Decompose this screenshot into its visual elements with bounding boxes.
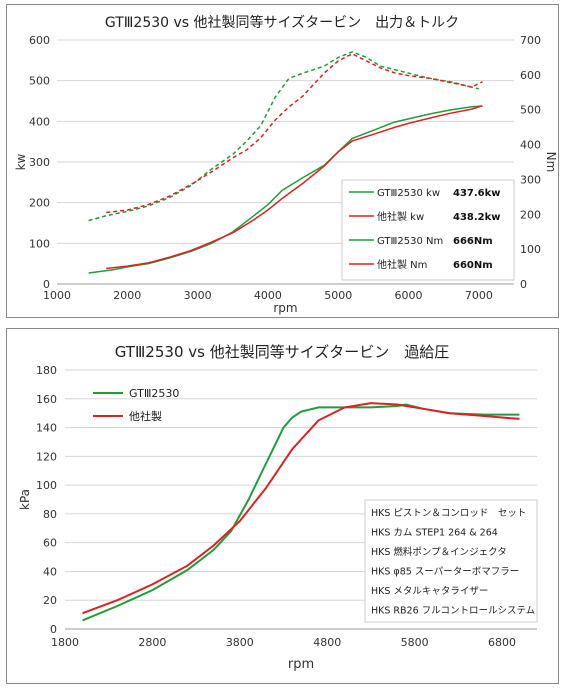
y-tick-label: 300 — [29, 156, 50, 169]
x-tick-label: 7000 — [465, 289, 493, 302]
power-torque-chart: GTⅢ2530 vs 他社製同等サイズタービン 出力＆トルク 0 100 200 300… — [14, 14, 558, 315]
chart-title: GTⅢ2530 vs 他社製同等サイズタービン 過給圧 — [115, 343, 450, 361]
x-tick-label: 4800 — [313, 636, 341, 649]
y-tick-label: 100 — [29, 237, 50, 250]
legend-entry: 他社製 kw — [377, 210, 424, 223]
x-tick-label: 3000 — [184, 289, 212, 302]
x-axis-label: rpm — [288, 657, 314, 672]
legend-value: 660Nm — [453, 260, 493, 271]
chart-title: GTⅢ2530 vs 他社製同等サイズタービン 出力＆トルク — [105, 14, 459, 31]
y2-tick-label: 400 — [520, 139, 541, 152]
legend: GTⅢ2530 他社製 — [93, 387, 179, 423]
x-tick-label: 6800 — [488, 636, 516, 649]
x-tick-label: 5800 — [401, 636, 429, 649]
x-tick-label: 5000 — [324, 289, 352, 302]
y-tick-label: 0 — [50, 623, 57, 636]
y-tick-label: 20 — [43, 594, 57, 607]
y2-tick-label: 700 — [520, 34, 541, 47]
boost-pressure-chart-panel: GTⅢ2530 vs 他社製同等サイズタービン 過給圧 0 20 40 60 80 100 1… — [6, 328, 559, 684]
spec-annotation: HKS カム STEP1 264 & 264 — [371, 528, 498, 539]
spec-annotation: HKS メタルキャタライザー — [371, 586, 488, 597]
y2-tick-label: 0 — [520, 278, 527, 291]
spec-annotation: HKS φ85 スーパーターボマフラー — [371, 567, 519, 578]
legend-entry: 他社製 — [129, 409, 162, 423]
series-line-1 — [82, 402, 520, 615]
series-line-3 — [106, 53, 483, 214]
legend-value: 437.6kw — [453, 188, 501, 199]
spec-annotation-box: HKS ピストン＆コンロッド セット HKS カム STEP1 264 & 264… — [364, 499, 538, 623]
series-line-2 — [88, 51, 479, 222]
y-tick-label: 400 — [29, 115, 50, 128]
y-tick-label: 60 — [43, 537, 57, 550]
x-tick-label: 4000 — [254, 289, 282, 302]
y-tick-label: 100 — [36, 479, 57, 492]
y-tick-label: 140 — [36, 422, 57, 435]
y-axis-label: kPa — [18, 489, 32, 510]
y2-tick-label: 300 — [520, 173, 541, 186]
x-tick-label: 1800 — [51, 636, 79, 649]
y-tick-label: 180 — [36, 364, 57, 377]
y-axis-label: kw — [14, 153, 28, 170]
y-tick-label: 500 — [29, 75, 50, 88]
legend-entry: GTⅢ2530 Nm — [377, 236, 443, 247]
power-torque-chart-panel: GTⅢ2530 vs 他社製同等サイズタービン 出力＆トルク 0 100 200 300… — [6, 4, 559, 318]
x-tick-label: 2800 — [138, 636, 166, 649]
y-tick-label: 120 — [36, 450, 57, 463]
x-tick-label: 6000 — [395, 289, 423, 302]
spec-annotation: HKS ピストン＆コンロッド セット — [371, 508, 526, 519]
y-tick-label: 200 — [29, 197, 50, 210]
y2-tick-label: 100 — [520, 243, 541, 256]
y-tick-label: 600 — [29, 34, 50, 47]
legend: GTⅢ2530 kw 437.6kw 他社製 kw 438.2kw GTⅢ2530 Nm… — [341, 179, 515, 281]
spec-annotation: HKS 燃料ポンプ＆インジェクタ — [371, 546, 507, 558]
x-tick-label: 3800 — [226, 636, 254, 649]
x-tick-label: 2000 — [113, 289, 141, 302]
legend-value: 666Nm — [453, 236, 493, 247]
y-tick-label: 160 — [36, 393, 57, 406]
y2-tick-label: 500 — [520, 104, 541, 117]
y-tick-label: 40 — [43, 565, 57, 578]
y-tick-label: 80 — [43, 508, 57, 521]
x-axis-label: rpm — [273, 301, 297, 315]
y2-tick-label: 200 — [520, 208, 541, 221]
boost-pressure-chart: GTⅢ2530 vs 他社製同等サイズタービン 過給圧 0 20 40 60 80 100 1… — [18, 343, 538, 672]
legend-entry: GTⅢ2530 — [129, 387, 179, 400]
legend-entry: 他社製 Nm — [377, 258, 427, 271]
y2-tick-label: 600 — [520, 69, 541, 82]
spec-annotation: HKS RB26 フルコントロールシステム — [371, 606, 535, 617]
x-tick-label: 1000 — [43, 289, 71, 302]
y-tick-label: 0 — [43, 278, 50, 291]
legend-value: 438.2kw — [453, 212, 501, 223]
y2-axis-label: Nm — [544, 152, 558, 173]
annotation-frame — [364, 499, 538, 623]
legend-entry: GTⅢ2530 kw — [377, 188, 440, 199]
series-line-1 — [106, 105, 483, 270]
series-line-0 — [88, 105, 483, 274]
